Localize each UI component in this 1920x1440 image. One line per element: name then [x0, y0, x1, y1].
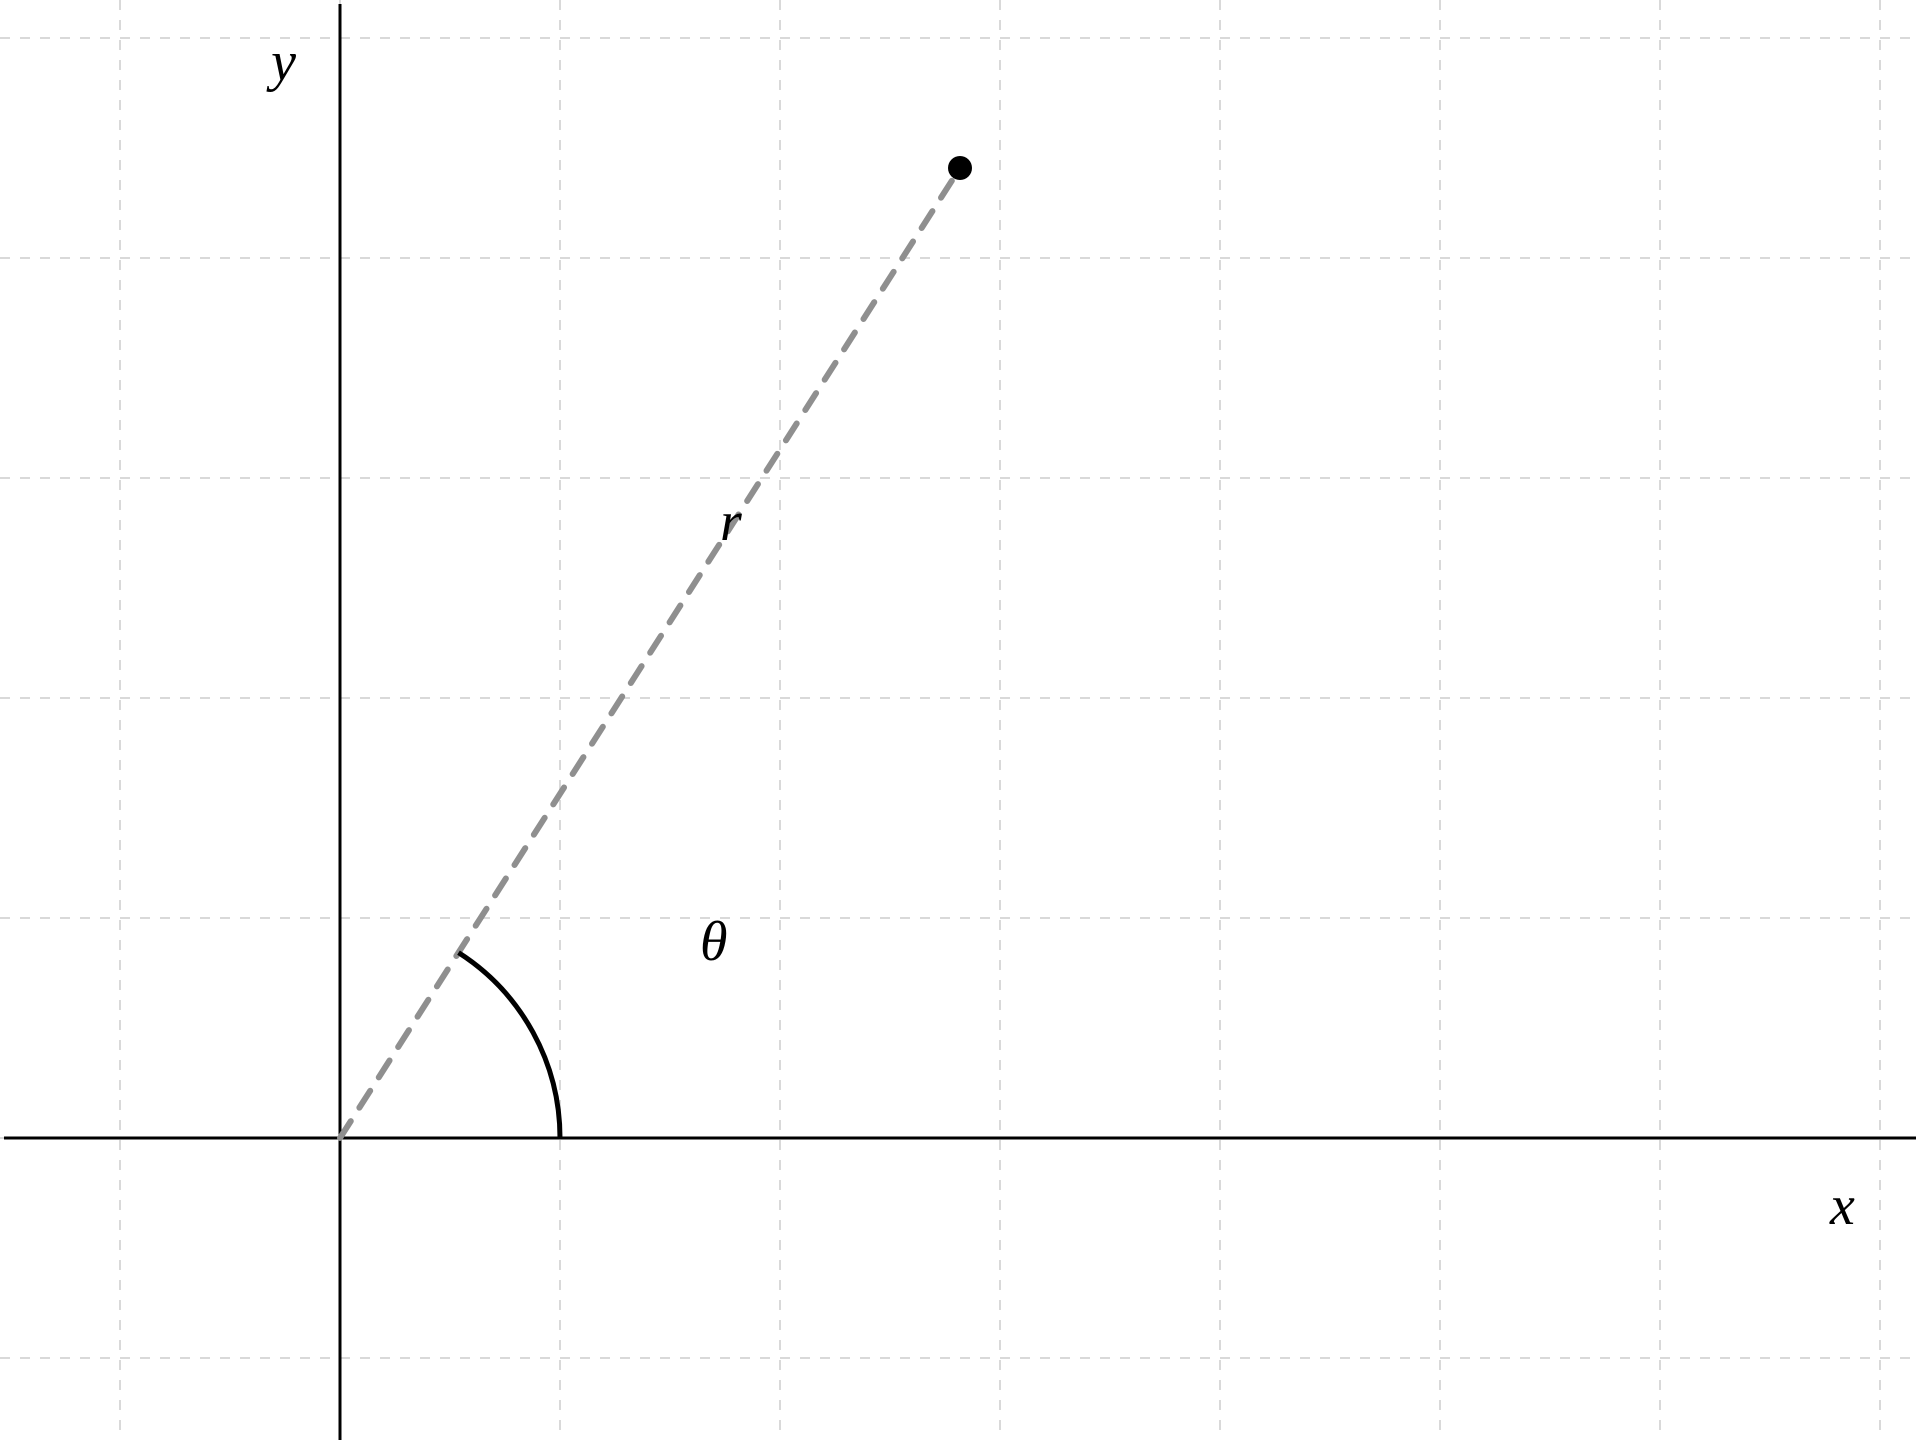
endpoint-dot [948, 156, 972, 180]
plot-background [0, 0, 1920, 1440]
x-axis-label: x [1829, 1175, 1855, 1237]
polar-coordinate-diagram: x y r θ [0, 0, 1920, 1440]
r-label: r [720, 491, 742, 553]
theta-label: θ [700, 911, 728, 973]
y-axis-label: y [266, 31, 296, 93]
